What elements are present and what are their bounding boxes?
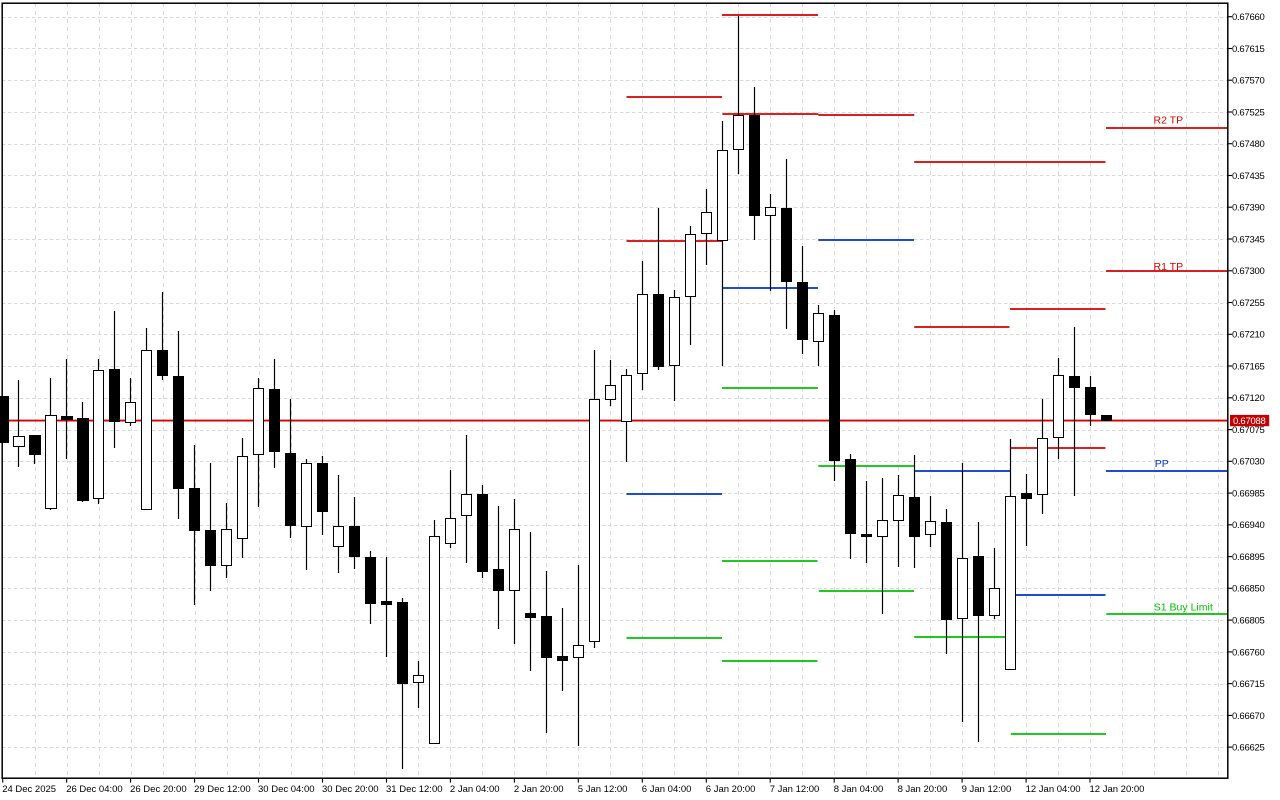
svg-text:0.67088: 0.67088 (1233, 416, 1266, 427)
svg-text:0.67615: 0.67615 (1232, 44, 1265, 55)
svg-text:0.66985: 0.66985 (1232, 489, 1265, 500)
svg-text:26 Dec 04:00: 26 Dec 04:00 (66, 784, 123, 795)
svg-text:0.66715: 0.66715 (1232, 679, 1265, 690)
svg-text:0.67570: 0.67570 (1232, 76, 1265, 87)
svg-text:0.67075: 0.67075 (1232, 425, 1265, 436)
svg-text:12 Jan 20:00: 12 Jan 20:00 (1090, 784, 1145, 795)
svg-text:0.66850: 0.66850 (1232, 584, 1265, 595)
svg-text:R2 TP: R2 TP (1154, 115, 1184, 127)
svg-text:0.67435: 0.67435 (1232, 171, 1265, 182)
svg-text:12 Jan 04:00: 12 Jan 04:00 (1026, 784, 1081, 795)
svg-text:8 Jan 04:00: 8 Jan 04:00 (834, 784, 884, 795)
svg-text:0.67210: 0.67210 (1232, 330, 1265, 341)
svg-text:0.66895: 0.66895 (1232, 552, 1265, 563)
svg-text:0.67525: 0.67525 (1232, 107, 1265, 118)
svg-text:0.66940: 0.66940 (1232, 520, 1265, 531)
svg-text:0.67345: 0.67345 (1232, 234, 1265, 245)
svg-text:0.66625: 0.66625 (1232, 743, 1265, 754)
svg-text:26 Dec 20:00: 26 Dec 20:00 (130, 784, 187, 795)
svg-text:30 Dec 20:00: 30 Dec 20:00 (322, 784, 379, 795)
svg-text:6 Jan 04:00: 6 Jan 04:00 (642, 784, 692, 795)
svg-text:24 Dec 2025: 24 Dec 2025 (2, 784, 56, 795)
svg-text:0.66760: 0.66760 (1232, 647, 1265, 658)
svg-text:7 Jan 12:00: 7 Jan 12:00 (770, 784, 820, 795)
svg-text:5 Jan 12:00: 5 Jan 12:00 (578, 784, 628, 795)
svg-text:PP: PP (1155, 458, 1169, 470)
svg-text:0.67120: 0.67120 (1232, 393, 1265, 404)
svg-text:0.67660: 0.67660 (1232, 12, 1265, 23)
svg-text:0.67390: 0.67390 (1232, 203, 1265, 214)
svg-text:6 Jan 20:00: 6 Jan 20:00 (706, 784, 756, 795)
svg-text:2 Jan 20:00: 2 Jan 20:00 (514, 784, 564, 795)
svg-text:0.66805: 0.66805 (1232, 616, 1265, 627)
svg-text:0.67165: 0.67165 (1232, 361, 1265, 372)
svg-text:0.67255: 0.67255 (1232, 298, 1265, 309)
svg-text:0.67300: 0.67300 (1232, 266, 1265, 277)
svg-text:8 Jan 20:00: 8 Jan 20:00 (898, 784, 948, 795)
svg-text:30 Dec 04:00: 30 Dec 04:00 (258, 784, 315, 795)
svg-text:0.67030: 0.67030 (1232, 457, 1265, 468)
svg-text:R1 TP: R1 TP (1154, 261, 1184, 273)
svg-text:2 Jan 04:00: 2 Jan 04:00 (450, 784, 500, 795)
svg-text:31 Dec 12:00: 31 Dec 12:00 (386, 784, 443, 795)
svg-text:0.66670: 0.66670 (1232, 711, 1265, 722)
svg-text:29 Dec 12:00: 29 Dec 12:00 (194, 784, 251, 795)
svg-text:S1 Buy Limit: S1 Buy Limit (1154, 602, 1213, 614)
svg-text:0.67480: 0.67480 (1232, 139, 1265, 150)
svg-text:9 Jan 12:00: 9 Jan 12:00 (962, 784, 1012, 795)
